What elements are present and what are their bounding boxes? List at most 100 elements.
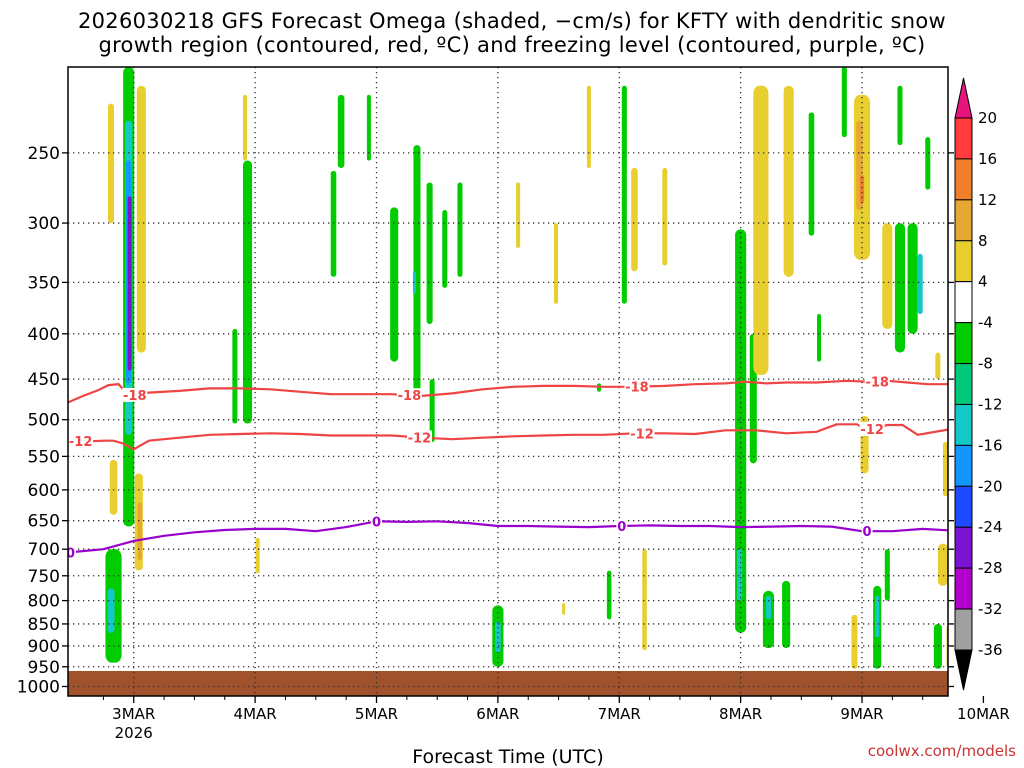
omega-shade: [554, 223, 559, 304]
omega-shade: [242, 160, 253, 424]
y-tick-label: 650: [28, 512, 60, 532]
omega-shade: [782, 580, 791, 649]
y-tick-label: 850: [28, 615, 60, 635]
contour-label-bg: [396, 388, 422, 403]
colorbar-arrow-bottom: [954, 649, 973, 691]
plot-frame: [67, 66, 949, 697]
contour-label: -12: [860, 423, 884, 438]
x-tick-sublabel: 2026: [115, 724, 153, 742]
omega-shade: [242, 94, 248, 161]
omega-shade: [882, 223, 893, 329]
omega-shade: [937, 543, 948, 586]
colorbar-label: 4: [978, 273, 988, 291]
y-tick-label: 350: [28, 273, 60, 293]
x-tick-label: 5MAR: [355, 705, 398, 723]
contour-label: 0: [66, 546, 75, 561]
colorbar-label: -8: [978, 355, 993, 373]
omega-shade: [232, 328, 238, 424]
colorbar-swatch: [954, 567, 973, 610]
chart-title-line-2: growth region (contoured, red, ºC) and f…: [98, 33, 926, 57]
contour-label: -12: [630, 427, 654, 442]
contour-label: -18: [625, 381, 649, 396]
colorbar-label: -4: [978, 314, 993, 332]
colorbar-swatch: [954, 240, 973, 283]
x-tick-label: 7MAR: [598, 705, 641, 723]
omega-shade: [495, 621, 501, 653]
omega-shade: [109, 459, 118, 515]
omega-shade: [562, 603, 566, 615]
omega-shade: [860, 175, 865, 204]
omega-shade: [330, 170, 337, 277]
colorbar-swatch: [954, 526, 973, 569]
colorbar-label: 20: [978, 109, 997, 127]
x-axis-title: Forecast Time (UTC): [412, 746, 603, 768]
omega-shade: [808, 112, 815, 236]
omega-shade: [137, 502, 143, 561]
contour-label: -18: [123, 389, 147, 404]
y-tick-label: 750: [28, 567, 60, 587]
colorbar-swatch: [954, 158, 973, 201]
omega-shade: [255, 538, 260, 574]
omega-shade: [875, 595, 880, 638]
omega-shade: [621, 85, 627, 304]
omega-shade: [935, 352, 941, 380]
contour-label: 0: [372, 515, 381, 530]
contour-label-bg: [861, 524, 873, 539]
omega-shade: [457, 182, 463, 277]
contour-label: 0: [863, 525, 872, 540]
colorbar-swatch: [954, 608, 973, 651]
x-tick-label: 4MAR: [234, 705, 277, 723]
contour-0: [68, 520, 948, 554]
omega-shade: [642, 549, 647, 651]
colorbar-label: -32: [978, 600, 1003, 618]
contour-label-bg: [68, 434, 94, 449]
x-tick-label: 3MAR: [112, 705, 155, 723]
omega-shade: [127, 196, 132, 371]
omega-shade: [765, 595, 771, 620]
contour--18: [68, 379, 948, 404]
contour-label: -12: [408, 432, 432, 447]
omega-shade: [753, 85, 769, 375]
credit-link[interactable]: coolwx.com/models: [867, 742, 1016, 760]
colorbar-swatch: [954, 199, 973, 242]
y-tick-label: 300: [28, 214, 60, 234]
colorbar-swatch: [954, 322, 973, 365]
omega-shade: [390, 207, 399, 362]
y-tick-label: 400: [28, 325, 60, 345]
contour-label-bg: [68, 545, 77, 560]
x-tick-label: 8MAR: [719, 705, 762, 723]
y-tick-label: 1000: [17, 677, 60, 697]
y-tick-label: 950: [28, 658, 60, 678]
omega-shade: [884, 549, 890, 601]
omega-shade: [917, 253, 923, 315]
colorbar-label: -16: [978, 436, 1003, 454]
contour-label-bg: [859, 422, 885, 437]
y-tick-label: 450: [28, 370, 60, 390]
omega-shade: [737, 549, 743, 601]
x-tick-label: 6MAR: [476, 705, 519, 723]
contour-label-bg: [624, 379, 650, 394]
colorbar-label: -20: [978, 477, 1003, 495]
contour-label-bg: [371, 514, 383, 529]
contour-label: -18: [865, 375, 889, 390]
colorbar-arrow-top: [954, 77, 973, 119]
chart-title-line-1: 2026030218 GFS Forecast Omega (shaded, −…: [77, 9, 947, 33]
colorbar-label: -28: [978, 559, 1003, 577]
omega-shade: [606, 570, 612, 620]
omega-shade: [907, 223, 918, 334]
contour-label: 0: [617, 520, 626, 535]
omega-shade: [783, 85, 794, 277]
contour-label-bg: [864, 374, 890, 389]
omega-shade: [897, 85, 903, 146]
contour-label-bg: [406, 430, 432, 445]
contour-label-bg: [629, 426, 655, 441]
colorbar-label: -24: [978, 518, 1003, 536]
omega-shade: [851, 614, 858, 669]
x-tick-label: 9MAR: [840, 705, 883, 723]
colorbar-swatch: [954, 485, 973, 528]
omega-shade: [662, 167, 668, 266]
y-tick-label: 500: [28, 411, 60, 431]
colorbar-label: 8: [978, 232, 988, 250]
omega-shade: [136, 85, 146, 353]
y-tick-label: 900: [28, 637, 60, 657]
